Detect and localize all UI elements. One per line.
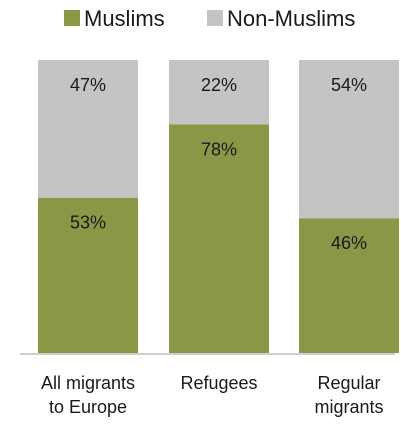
legend-swatch-muslims (64, 10, 80, 26)
category-label-0-line-1: to Europe (49, 397, 127, 417)
category-label-2-line-0: Regular (317, 373, 380, 393)
bar-muslims-2 (299, 218, 399, 353)
data-label-muslims-2: 46% (331, 233, 367, 253)
category-label-0-line-0: All migrants (41, 373, 135, 393)
data-label-non-muslims-0: 47% (70, 75, 106, 95)
legend-label-non-muslims: Non-Muslims (227, 6, 355, 31)
data-label-muslims-0: 53% (70, 213, 106, 233)
bar-muslims-1 (169, 124, 269, 354)
bar-non-muslims-0 (38, 60, 138, 198)
data-label-non-muslims-1: 22% (201, 75, 237, 95)
category-label-2-line-1: migrants (314, 397, 383, 417)
bar-muslims-0 (38, 197, 138, 353)
bar-non-muslims-2 (299, 60, 399, 219)
data-label-non-muslims-2: 54% (331, 75, 367, 95)
data-label-muslims-1: 78% (201, 139, 237, 159)
category-label-1-line-0: Refugees (180, 373, 257, 393)
legend-swatch-non-muslims (207, 10, 223, 26)
legend: Muslims Non-Muslims (64, 6, 355, 31)
bars: 53% 47% 78% 22% 46% 54% (38, 60, 399, 354)
category-labels: All migrants to Europe Refugees Regular migr… (41, 373, 384, 417)
bar-non-muslims-1 (169, 60, 269, 125)
legend-label-muslims: Muslims (84, 6, 165, 31)
